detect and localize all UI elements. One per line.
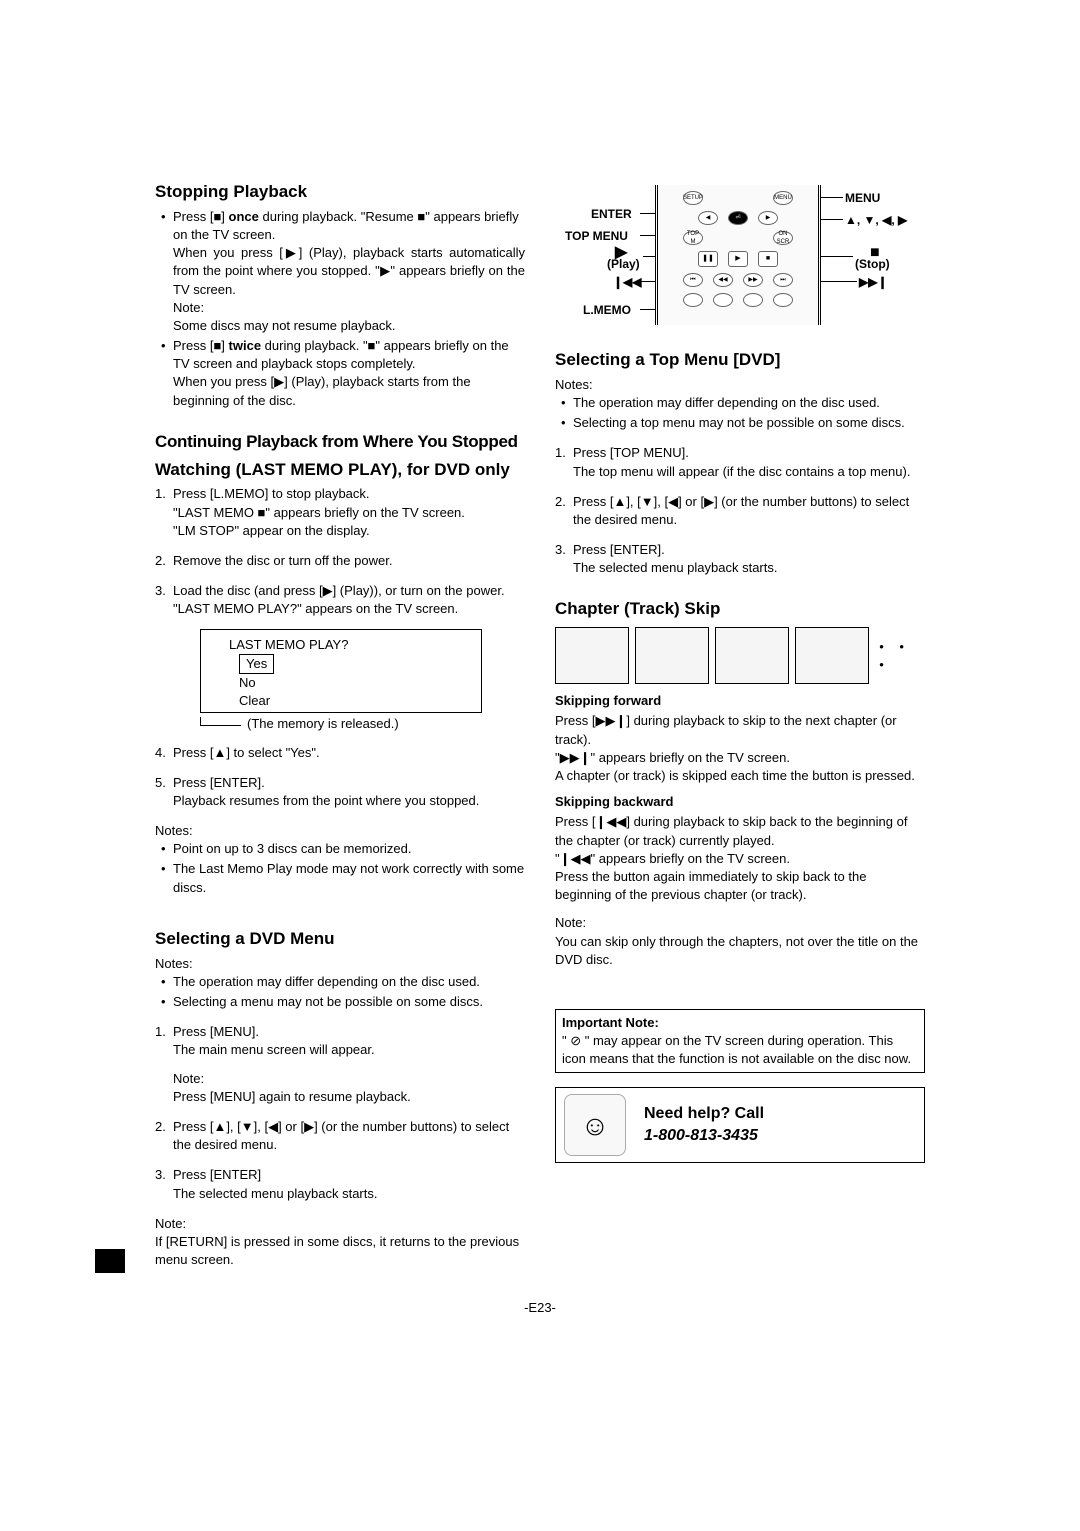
label-stop: (Stop) bbox=[855, 256, 890, 273]
chapter-skip-illustration: • • • bbox=[555, 627, 925, 684]
help-phone: 1-800-813-3435 bbox=[644, 1125, 764, 1147]
cont-note-1: Point on up to 3 discs can be memorized. bbox=[155, 840, 525, 858]
dvdmenu-note-2: Selecting a menu may not be possible on … bbox=[155, 993, 525, 1011]
label-skip-back: ❙◀◀ bbox=[613, 274, 642, 291]
skip-bwd-2: "❙◀◀" appears briefly on the TV screen. bbox=[555, 850, 925, 868]
skip-bwd-title: Skipping backward bbox=[555, 793, 925, 811]
topmenu-step-2: 2.Press [▲], [▼], [◀] or [▶] (or the num… bbox=[555, 493, 925, 529]
heading-topmenu: Selecting a Top Menu [DVD] bbox=[555, 348, 925, 372]
label-arrows: ▲, ▼, ◀, ▶ bbox=[845, 212, 907, 229]
cont-step-4: 4.Press [▲] to select "Yes". bbox=[155, 744, 525, 762]
topmenu-note-2: Selecting a top menu may not be possible… bbox=[555, 414, 925, 432]
important-note-box: Important Note: " ⊘ " may appear on the … bbox=[555, 1009, 925, 1074]
heading-continuing-2: Watching (LAST MEMO PLAY), for DVD only bbox=[155, 458, 525, 482]
topmenu-notes-label: Notes: bbox=[555, 376, 925, 394]
label-lmemo: L.MEMO bbox=[583, 302, 631, 319]
topmenu-step-3: 3. Press [ENTER]. The selected menu play… bbox=[555, 541, 925, 577]
heading-dvd-menu: Selecting a DVD Menu bbox=[155, 927, 525, 951]
stopping-bullet-1: Press [■] once during playback. "Resume … bbox=[155, 208, 525, 335]
page-tab bbox=[95, 1249, 125, 1273]
label-menu: MENU bbox=[845, 190, 880, 207]
heading-stopping: Stopping Playback bbox=[155, 180, 525, 204]
skip-fwd-title: Skipping forward bbox=[555, 692, 925, 710]
left-column: Stopping Playback Press [■] once during … bbox=[155, 180, 525, 1269]
skip-fwd-3: A chapter (or track) is skipped each tim… bbox=[555, 767, 925, 785]
heading-chapter-skip: Chapter (Track) Skip bbox=[555, 597, 925, 621]
chapter-note-label: Note: bbox=[555, 914, 925, 932]
skip-bwd-3: Press the button again immediately to sk… bbox=[555, 868, 925, 904]
dvdmenu-step-2: 2.Press [▲], [▼], [◀] or [▶] (or the num… bbox=[155, 1118, 525, 1154]
cont-step-5: 5. Press [ENTER]. Playback resumes from … bbox=[155, 774, 525, 810]
cont-step-2: 2.Remove the disc or turn off the power. bbox=[155, 552, 525, 570]
topmenu-note-1: The operation may differ depending on th… bbox=[555, 394, 925, 412]
dvdmenu-bottom-note: If [RETURN] is pressed in some discs, it… bbox=[155, 1233, 525, 1269]
help-line: Need help? Call bbox=[644, 1103, 764, 1125]
memory-released-caption: (The memory is released.) bbox=[183, 713, 525, 733]
dvdmenu-notes-label: Notes: bbox=[155, 955, 525, 973]
dvdmenu-step-3: 3. Press [ENTER] The selected menu playb… bbox=[155, 1166, 525, 1202]
cont-notes-label: Notes: bbox=[155, 822, 525, 840]
label-skip-fwd: ▶▶❙ bbox=[859, 274, 888, 291]
topmenu-step-1: 1. Press [TOP MENU]. The top menu will a… bbox=[555, 444, 925, 480]
cont-note-2: The Last Memo Play mode may not work cor… bbox=[155, 860, 525, 896]
label-play: (Play) bbox=[607, 256, 640, 273]
label-enter: ENTER bbox=[591, 206, 632, 223]
stopping-bullet-2: Press [■] twice during playback. "■" app… bbox=[155, 337, 525, 410]
need-help-box: ☺ Need help? Call 1-800-813-3435 bbox=[555, 1087, 925, 1163]
last-memo-dialog: LAST MEMO PLAY? Yes No Clear bbox=[200, 629, 482, 714]
cont-step-3: 3. Load the disc (and press [▶] (Play)),… bbox=[155, 582, 525, 618]
cont-step-1: 1. Press [L.MEMO] to stop playback. "LAS… bbox=[155, 485, 525, 540]
remote-body: SETUPMENU ◀⏎▶ TOP MON SCR ❚❚▶■ ⏮◀◀▶▶⏭ bbox=[655, 185, 821, 325]
dvdmenu-step-1: 1. Press [MENU]. The main menu screen wi… bbox=[155, 1023, 525, 1106]
dvdmenu-note-1: The operation may differ depending on th… bbox=[155, 973, 525, 991]
dvdmenu-bottom-note-label: Note: bbox=[155, 1215, 525, 1233]
help-person-icon: ☺ bbox=[564, 1094, 626, 1156]
important-note-text: " ⊘ " may appear on the TV screen during… bbox=[562, 1033, 911, 1066]
skip-fwd-2: "▶▶❙" appears briefly on the TV screen. bbox=[555, 749, 925, 767]
skip-fwd-1: Press [▶▶❙] during playback to skip to t… bbox=[555, 712, 925, 748]
heading-continuing-1: Continuing Playback from Where You Stopp… bbox=[155, 430, 525, 454]
remote-diagram: ENTER TOP MENU ▶ (Play) ❙◀◀ L.MEMO MENU … bbox=[555, 180, 925, 330]
important-note-title: Important Note: bbox=[562, 1015, 659, 1030]
chapter-note: You can skip only through the chapters, … bbox=[555, 933, 925, 969]
page-number: -E23- bbox=[155, 1299, 925, 1317]
skip-bwd-1: Press [❙◀◀] during playback to skip back… bbox=[555, 813, 925, 849]
right-column: ENTER TOP MENU ▶ (Play) ❙◀◀ L.MEMO MENU … bbox=[555, 180, 925, 1269]
